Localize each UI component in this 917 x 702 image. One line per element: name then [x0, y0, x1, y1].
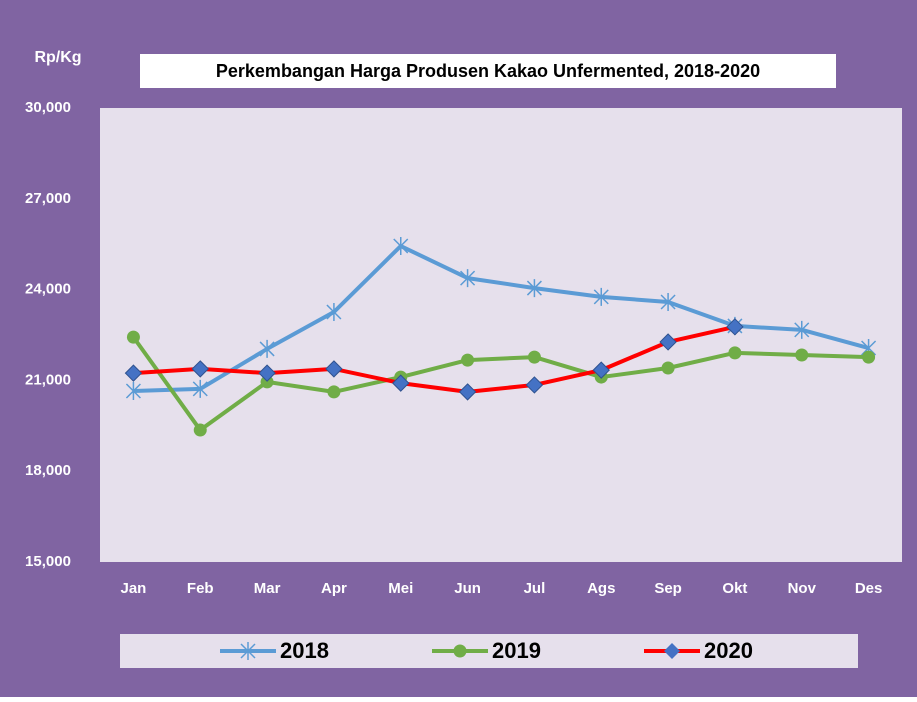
data-point: [192, 379, 208, 398]
x-tick-label: Mei: [388, 580, 413, 597]
data-point: [126, 330, 140, 344]
x-tick-label: Jun: [454, 580, 481, 597]
chart-title: Perkembangan Harga Produsen Kakao Unferm…: [216, 61, 760, 81]
series-line: [133, 324, 736, 394]
legend-label: 2020: [704, 638, 753, 663]
data-point: [392, 374, 410, 392]
data-point: [260, 375, 274, 389]
y-tick-label: 24,000: [25, 281, 71, 298]
data-point: [258, 364, 276, 382]
data-point: [794, 320, 810, 339]
x-tick-label: Feb: [187, 580, 214, 597]
y-tick-label: 21,000: [25, 371, 71, 388]
data-point: [458, 383, 477, 401]
x-tick-label: Sep: [654, 580, 682, 597]
x-tick-label: Jan: [120, 580, 146, 597]
x-tick-label: Jul: [524, 580, 546, 597]
y-tick-label: 15,000: [25, 553, 71, 570]
data-point: [259, 339, 275, 358]
data-point: [592, 361, 610, 379]
data-point: [125, 381, 141, 400]
data-point: [527, 350, 541, 364]
x-tick-label: Mar: [254, 580, 281, 597]
y-tick-label: 27,000: [25, 190, 71, 207]
y-axis-label: Rp/Kg: [34, 49, 81, 66]
plot-area: [100, 108, 902, 562]
data-point: [124, 364, 143, 382]
y-tick-label: 18,000: [25, 462, 71, 479]
data-point: [728, 346, 742, 360]
data-point: [526, 279, 542, 298]
data-point: [460, 269, 476, 288]
data-point: [193, 423, 207, 437]
data-point: [393, 237, 409, 256]
legend-marker: [664, 643, 680, 659]
data-point: [525, 376, 544, 394]
legend-label: 2018: [280, 638, 329, 663]
data-point: [660, 293, 676, 312]
data-point: [191, 360, 209, 378]
y-tick-label: 30,000: [25, 99, 71, 116]
data-point: [862, 350, 876, 364]
data-point: [461, 353, 475, 367]
x-tick-label: Des: [855, 580, 883, 597]
data-point: [326, 302, 342, 321]
x-tick-label: Okt: [722, 580, 747, 597]
data-point: [661, 361, 675, 375]
title-box: [140, 54, 836, 88]
series-line: [131, 335, 869, 433]
data-point: [726, 318, 744, 336]
x-tick-label: Ags: [587, 580, 615, 597]
series-line: [133, 244, 870, 393]
legend-label: 2019: [492, 638, 541, 663]
data-point: [327, 385, 341, 399]
data-point: [325, 360, 343, 378]
x-tick-label: Nov: [788, 580, 817, 597]
data-point: [795, 348, 809, 362]
data-point: [593, 287, 609, 306]
legend-marker: [240, 642, 256, 660]
x-tick-label: Apr: [321, 580, 347, 597]
legend-marker: [453, 644, 467, 658]
data-point: [659, 333, 677, 351]
